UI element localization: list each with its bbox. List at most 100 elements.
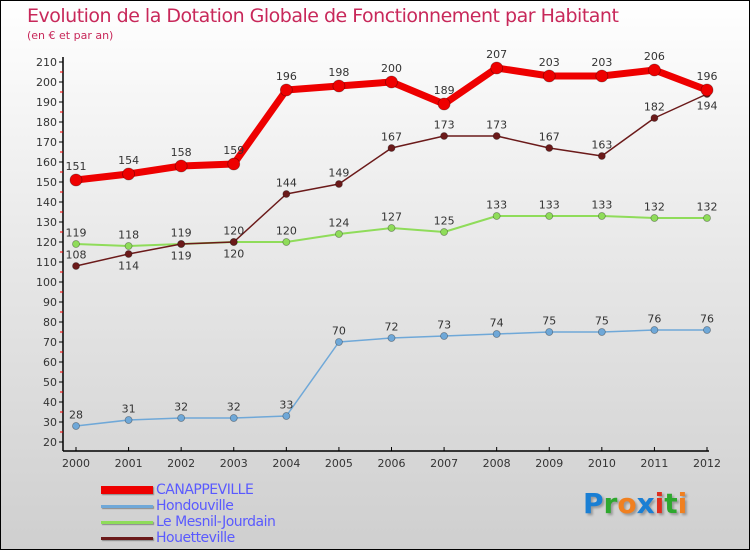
- data-label: 173: [434, 119, 455, 132]
- data-point: [440, 132, 448, 140]
- data-point: [545, 144, 554, 152]
- x-tick-label: 2003: [220, 457, 248, 470]
- data-point: [545, 328, 554, 336]
- y-tick-label: 50: [43, 376, 57, 389]
- legend-label: CANAPPEVILLE: [156, 482, 254, 498]
- data-point: [595, 69, 609, 83]
- y-tick-label: 40: [43, 396, 57, 409]
- data-label: 198: [328, 66, 349, 79]
- data-label: 182: [644, 101, 665, 114]
- x-tick-label: 2004: [272, 457, 300, 470]
- data-label: 118: [118, 229, 139, 242]
- y-tick-label: 120: [36, 236, 57, 249]
- data-label: 108: [66, 249, 87, 262]
- data-label: 133: [539, 199, 560, 212]
- x-tick-label: 2010: [588, 457, 616, 470]
- data-point: [72, 422, 80, 430]
- data-label: 158: [171, 146, 192, 159]
- logo-letter: i: [677, 487, 688, 520]
- y-tick-label: 210: [36, 56, 57, 69]
- y-tick-label: 70: [43, 336, 57, 349]
- data-label: 74: [490, 317, 504, 330]
- data-label: 119: [171, 250, 192, 263]
- data-label: 76: [647, 313, 661, 326]
- data-label: 76: [700, 313, 714, 326]
- data-point: [492, 212, 501, 220]
- data-label: 163: [591, 139, 612, 152]
- data-label: 73: [437, 319, 451, 332]
- data-label: 151: [66, 160, 87, 173]
- data-point: [229, 238, 238, 246]
- legend-item: Le Mesnil-Jourdain: [101, 514, 276, 530]
- logo-letter: i: [654, 487, 665, 520]
- data-label: 120: [276, 225, 297, 238]
- series-layer: [69, 61, 714, 430]
- data-point: [703, 214, 711, 222]
- data-label: 167: [381, 131, 402, 144]
- y-tick-label: 100: [36, 276, 57, 289]
- x-tick-label: 2001: [115, 457, 143, 470]
- data-label: 206: [644, 50, 665, 63]
- y-tick-label: 160: [36, 156, 57, 169]
- x-tick-label: 2011: [640, 457, 668, 470]
- legend-swatch: [101, 504, 153, 508]
- data-label: 173: [486, 119, 507, 132]
- series-line-hondouville: [75, 329, 707, 427]
- legend-label: Hondouville: [156, 498, 234, 514]
- data-label: 124: [328, 217, 349, 230]
- legend-label: Le Mesnil-Jourdain: [156, 514, 276, 530]
- data-label: 127: [381, 211, 402, 224]
- data-point: [542, 69, 556, 83]
- legend-item: Houetteville: [101, 530, 275, 546]
- data-point: [387, 144, 396, 152]
- data-label: 32: [174, 401, 188, 414]
- data-point: [650, 114, 659, 122]
- data-label: 132: [644, 201, 665, 214]
- x-tick-label: 2006: [378, 457, 406, 470]
- data-point: [332, 79, 346, 93]
- y-tick-label: 90: [43, 296, 57, 309]
- data-point: [387, 334, 396, 342]
- data-point: [122, 167, 135, 181]
- data-point: [597, 328, 606, 336]
- data-label: 196: [276, 70, 297, 83]
- data-point: [700, 83, 714, 97]
- legend-label: Houetteville: [156, 530, 235, 546]
- data-point: [387, 224, 396, 232]
- chart-subtitle: (en € et par an): [27, 29, 114, 42]
- data-point: [335, 230, 343, 238]
- logo-letter: r: [603, 487, 618, 520]
- data-label: 125: [434, 215, 455, 228]
- y-tick-label: 20: [43, 436, 57, 449]
- data-point: [72, 262, 80, 270]
- data-label: 189: [434, 84, 455, 97]
- data-label: 159: [223, 144, 244, 157]
- data-point: [703, 326, 711, 334]
- data-label: 72: [385, 321, 399, 334]
- data-point: [545, 212, 554, 220]
- data-point: [72, 240, 80, 248]
- y-tick-label: 200: [36, 76, 57, 89]
- x-tick-label: 2007: [430, 457, 458, 470]
- data-label: 28: [69, 409, 83, 422]
- y-tick-label: 190: [36, 96, 57, 109]
- data-point: [335, 338, 343, 346]
- x-tick-label: 2009: [535, 457, 563, 470]
- data-point: [124, 416, 133, 424]
- data-label: 203: [539, 56, 560, 69]
- logo-letter: o: [617, 487, 637, 520]
- data-point: [229, 414, 238, 422]
- data-point: [124, 242, 133, 250]
- y-tick-label: 140: [36, 196, 57, 209]
- data-point: [492, 330, 501, 338]
- y-tick-label: 60: [43, 356, 57, 369]
- data-label: 119: [66, 227, 87, 240]
- data-point: [437, 97, 451, 111]
- data-label: 133: [591, 199, 612, 212]
- logo-letter: P: [583, 487, 604, 520]
- x-tick-label: 2000: [62, 457, 90, 470]
- x-tick-label: 2008: [483, 457, 511, 470]
- data-point: [597, 212, 606, 220]
- x-tick-label: 2012: [693, 457, 721, 470]
